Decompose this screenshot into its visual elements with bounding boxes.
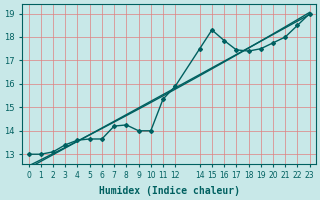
X-axis label: Humidex (Indice chaleur): Humidex (Indice chaleur): [99, 186, 240, 196]
